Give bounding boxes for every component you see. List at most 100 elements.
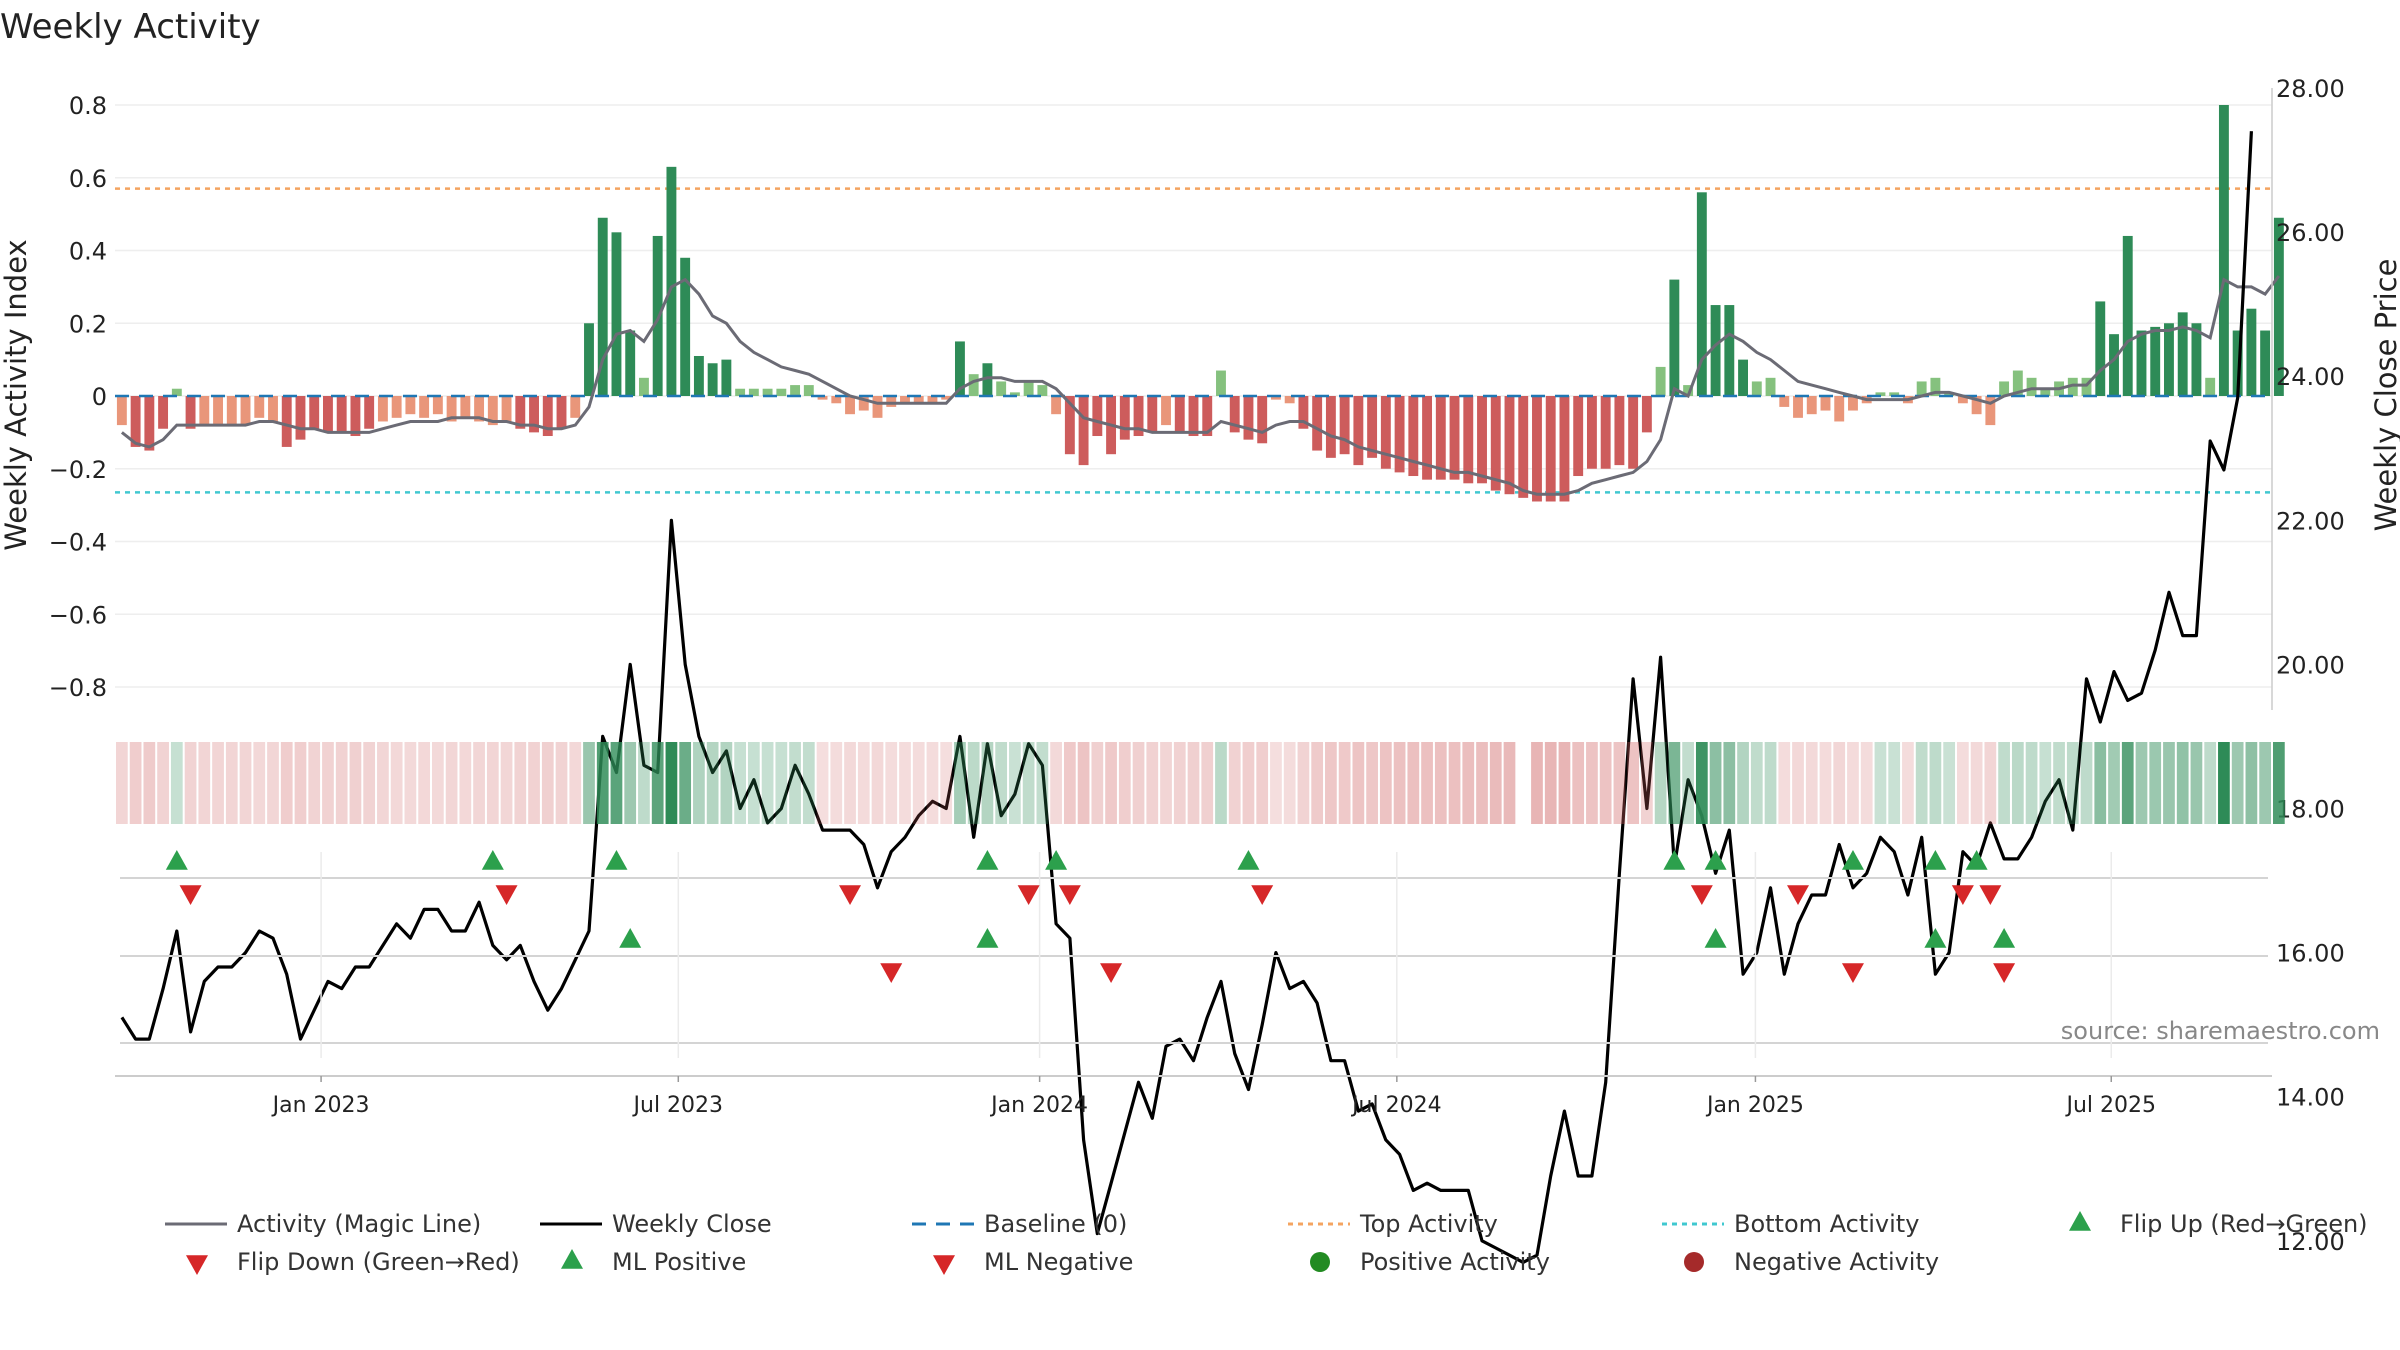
heat-cell-110 — [1627, 742, 1640, 824]
activity-bar-129 — [1889, 392, 1900, 396]
legend-label-6: Flip Down (Green→Red) — [237, 1248, 520, 1276]
heat-cell-4 — [170, 742, 183, 824]
heat-cell-150 — [2176, 742, 2189, 824]
ml-negative-marker-0 — [880, 963, 903, 983]
activity-bar-1 — [130, 396, 141, 447]
heat-cell-84 — [1270, 742, 1282, 824]
heat-cell-69 — [1063, 742, 1076, 824]
y-tick-label-7: −0.6 — [49, 601, 107, 629]
heat-cell-139 — [2025, 742, 2038, 824]
activity-bar-107 — [1586, 396, 1597, 469]
activity-bar-136 — [1985, 396, 1996, 426]
activity-bar-4 — [171, 388, 182, 396]
y-tick-label-3: 0.2 — [69, 310, 107, 338]
activity-bar-7 — [213, 396, 223, 426]
heat-cell-20 — [390, 742, 403, 824]
activity-bar-119 — [1751, 381, 1762, 396]
activity-bar-149 — [2164, 323, 2174, 396]
heat-cell-45 — [734, 742, 746, 824]
heat-cell-135 — [1970, 742, 1983, 824]
x-tick-label-3: Jul 2024 — [1350, 1093, 1442, 1118]
activity-bar-19 — [377, 396, 388, 422]
activity-bar-56 — [886, 396, 897, 407]
heat-cell-108 — [1599, 742, 1612, 824]
heat-cell-117 — [1723, 742, 1736, 824]
activity-bar-23 — [432, 396, 443, 415]
heat-cell-99 — [1476, 742, 1488, 824]
activity-bar-67 — [1037, 385, 1048, 396]
heat-cell-151 — [2190, 742, 2203, 824]
heat-cell-130 — [1902, 742, 1914, 824]
heat-cell-120 — [1764, 742, 1777, 824]
heat-cell-9 — [239, 742, 252, 824]
y2-tick-label-6: 16.00 — [2276, 940, 2345, 968]
activity-bar-102 — [1518, 396, 1529, 498]
heat-cell-98 — [1462, 742, 1475, 824]
heat-cell-40 — [665, 742, 678, 824]
heat-cell-12 — [280, 742, 293, 824]
heat-cell-71 — [1091, 742, 1104, 824]
activity-bar-115 — [1696, 192, 1707, 396]
activity-bar-37 — [625, 330, 636, 396]
heat-cell-89 — [1338, 742, 1351, 824]
activity-bar-60 — [941, 396, 952, 400]
event-markers-panel — [120, 850, 2268, 1058]
activity-bar-13 — [295, 396, 306, 440]
ml-positive-marker-4 — [1993, 928, 2016, 948]
activity-bar-106 — [1573, 396, 1584, 477]
y2-tick-label-0: 28.00 — [2276, 75, 2345, 103]
heat-cell-115 — [1695, 742, 1708, 824]
heat-cell-34 — [583, 742, 595, 824]
heat-cell-103 — [1531, 742, 1543, 824]
heat-cell-133 — [1943, 742, 1956, 824]
flip-down-marker-4 — [1058, 885, 1081, 905]
heat-cell-15 — [322, 742, 334, 824]
activity-bar-100 — [1490, 396, 1501, 491]
series-lines — [115, 131, 2281, 1265]
heat-cell-143 — [2080, 742, 2093, 824]
heat-cell-58 — [912, 742, 925, 824]
activity-bar-9 — [240, 396, 251, 426]
y-tick-label-6: −0.4 — [49, 529, 107, 557]
magic-line — [120, 275, 2281, 496]
legend-label-7: ML Positive — [612, 1248, 746, 1276]
heat-cell-35 — [596, 742, 609, 824]
flip-down-marker-6 — [1690, 885, 1713, 905]
activity-bar-143 — [2081, 377, 2092, 396]
activity-bar-22 — [419, 396, 430, 418]
y-tick-label-8: −0.8 — [49, 674, 107, 702]
heat-cell-7 — [212, 742, 224, 824]
heat-cell-93 — [1393, 742, 1406, 824]
activity-bar-6 — [199, 396, 210, 426]
legend-label-0: Activity (Magic Line) — [237, 1210, 481, 1238]
y2-tick-label-2: 24.00 — [2276, 363, 2345, 391]
activity-bar-65 — [1009, 392, 1020, 396]
heat-cell-33 — [569, 742, 582, 824]
activity-bar-54 — [858, 396, 869, 411]
activity-bar-93 — [1394, 396, 1405, 473]
y-tick-label-2: 0.4 — [69, 238, 107, 266]
heat-cell-55 — [871, 742, 884, 824]
activity-bar-82 — [1243, 396, 1254, 440]
heat-cell-70 — [1077, 742, 1090, 824]
activity-bar-70 — [1078, 396, 1089, 466]
legend-label-1: Weekly Close — [612, 1210, 772, 1238]
heat-cell-51 — [816, 742, 829, 824]
left-y-axis: 0.8 0.6 0.4 0.2 0 −0.2 −0.4 −0.6 −0.8 — [49, 92, 107, 702]
heat-cell-138 — [2011, 742, 2024, 824]
heat-cell-97 — [1448, 742, 1461, 824]
activity-bar-21 — [405, 396, 416, 415]
heat-cell-64 — [995, 742, 1008, 824]
activity-bar-84 — [1270, 396, 1281, 400]
x-tick-label-4: Jan 2025 — [1705, 1093, 1804, 1118]
heat-cell-101 — [1503, 742, 1516, 824]
heat-cell-90 — [1352, 742, 1365, 824]
activity-bar-42 — [693, 355, 704, 396]
activity-bar-87 — [1312, 396, 1323, 451]
heat-cell-106 — [1572, 742, 1585, 824]
activity-bar-15 — [323, 396, 333, 433]
ml-positive-marker-2 — [1704, 928, 1727, 948]
heat-cell-148 — [2149, 742, 2162, 824]
heat-cell-157 — [2273, 742, 2285, 824]
y2-axis-label: Weekly Close Price — [2369, 259, 2400, 532]
